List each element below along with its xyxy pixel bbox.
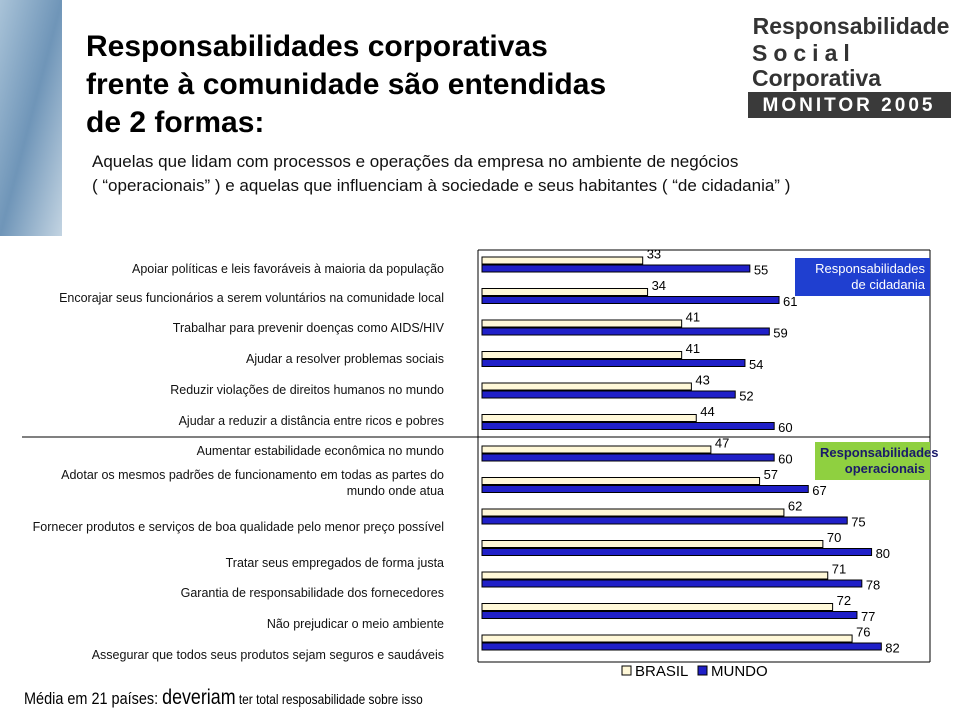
bar bbox=[481, 319, 683, 328]
value-label: 78 bbox=[866, 577, 880, 592]
category-label: Ajudar a resolver problemas sociais bbox=[245, 352, 444, 366]
category-label: Ajudar a reduzir a distância entre ricos… bbox=[178, 414, 444, 428]
value-label: 43 bbox=[695, 372, 709, 387]
category-label: Reduzir violações de direitos humanos no… bbox=[170, 383, 444, 397]
value-label: 55 bbox=[754, 262, 768, 277]
bar bbox=[481, 548, 873, 556]
value-label: 33 bbox=[647, 246, 661, 261]
category-label: Assegurar que todos seus produtos sejam … bbox=[91, 648, 444, 662]
bar bbox=[481, 414, 697, 422]
logo-bar bbox=[748, 92, 951, 118]
value-label: 82 bbox=[885, 640, 899, 655]
logo-text: Responsabilidade bbox=[753, 13, 950, 39]
bar bbox=[481, 390, 736, 399]
value-label: 61 bbox=[783, 294, 797, 309]
logo-text: MONITOR 2005 bbox=[763, 95, 936, 116]
category-label: Apoiar políticas e leis favoráveis à mai… bbox=[132, 262, 444, 276]
category-label: Tratar seus empregados de forma justa bbox=[225, 556, 444, 570]
value-label: 71 bbox=[832, 561, 846, 576]
category-label: Encorajar seus funcionários a serem volu… bbox=[59, 291, 444, 305]
subtitle: Aquelas que lidam com processos e operaç… bbox=[92, 150, 790, 198]
logo-text: Social bbox=[752, 40, 856, 66]
logo-text: Corporativa bbox=[752, 65, 881, 91]
category-label: Trabalhar para prevenir doenças como AID… bbox=[172, 321, 444, 335]
value-label: 75 bbox=[851, 514, 865, 529]
bar bbox=[481, 422, 775, 430]
category-label: Adotar os mesmos padrões de funcionament… bbox=[61, 468, 444, 498]
value-label: 34 bbox=[652, 278, 666, 293]
category-label: Garantia de responsabilidade dos fornece… bbox=[180, 586, 444, 600]
value-label: 41 bbox=[686, 341, 700, 356]
bar bbox=[481, 296, 780, 304]
value-label: 76 bbox=[856, 624, 870, 639]
footnote-part: ter total resposabilidade sobre isso bbox=[235, 691, 423, 707]
bar bbox=[481, 508, 785, 517]
value-label: 77 bbox=[861, 609, 875, 624]
bar bbox=[481, 327, 770, 336]
value-label: 60 bbox=[778, 420, 792, 435]
bar bbox=[481, 382, 692, 391]
decor-strip bbox=[0, 0, 62, 236]
value-label: 80 bbox=[876, 546, 890, 561]
legend-label: MUNDO bbox=[711, 663, 768, 680]
bar bbox=[481, 571, 829, 580]
bar bbox=[481, 485, 809, 493]
value-label: 57 bbox=[764, 467, 778, 482]
group-label: Responsabilidades de cidadania bbox=[795, 258, 930, 296]
value-label: 54 bbox=[749, 357, 763, 372]
value-label: 52 bbox=[739, 388, 753, 403]
group-label: Responsabilidades operacionais bbox=[815, 442, 938, 480]
footnote: Média em 21 países: deveriam ter total r… bbox=[24, 686, 423, 709]
bar bbox=[481, 288, 649, 296]
value-label: 41 bbox=[686, 309, 700, 324]
title-line: Responsabilidades corporativas bbox=[86, 30, 548, 63]
bar bbox=[481, 351, 683, 359]
value-label: 44 bbox=[700, 404, 714, 419]
bar bbox=[481, 445, 712, 454]
bar bbox=[481, 359, 746, 367]
bar bbox=[481, 634, 853, 643]
value-label: 62 bbox=[788, 498, 802, 513]
value-label: 67 bbox=[812, 483, 826, 498]
bar bbox=[481, 540, 824, 548]
bar bbox=[481, 453, 775, 462]
value-label: 60 bbox=[778, 451, 792, 466]
value-label: 47 bbox=[715, 435, 729, 450]
value-label: 59 bbox=[773, 325, 787, 340]
bar bbox=[481, 264, 751, 273]
bar bbox=[481, 256, 644, 265]
subtitle-line: ( “operacionais” ) e aquelas que influen… bbox=[92, 176, 791, 195]
title: Responsabilidades corporativas frente à … bbox=[86, 28, 606, 142]
title-line: frente à comunidade são entendidas bbox=[86, 68, 607, 101]
bar bbox=[481, 477, 761, 485]
bar bbox=[481, 579, 863, 588]
category-label: Aumentar estabilidade econômica no mundo bbox=[196, 444, 444, 458]
footnote-part: deveriam bbox=[162, 686, 236, 709]
category-label: Fornecer produtos e serviços de boa qual… bbox=[32, 520, 444, 534]
subtitle-line: Aquelas que lidam com processos e operaç… bbox=[92, 152, 739, 171]
value-label: 72 bbox=[837, 593, 851, 608]
bar bbox=[481, 642, 882, 651]
legend-label: BRASIL bbox=[635, 663, 688, 680]
legend-swatch bbox=[697, 665, 708, 676]
value-label: 70 bbox=[827, 530, 841, 545]
legend-swatch bbox=[621, 665, 632, 676]
category-label: Não prejudicar o meio ambiente bbox=[266, 617, 444, 631]
bar bbox=[481, 611, 858, 619]
footnote-part: Média em 21 países: bbox=[24, 689, 163, 708]
title-line: de 2 formas: bbox=[86, 106, 265, 139]
bar bbox=[481, 516, 848, 525]
bar bbox=[481, 603, 834, 611]
